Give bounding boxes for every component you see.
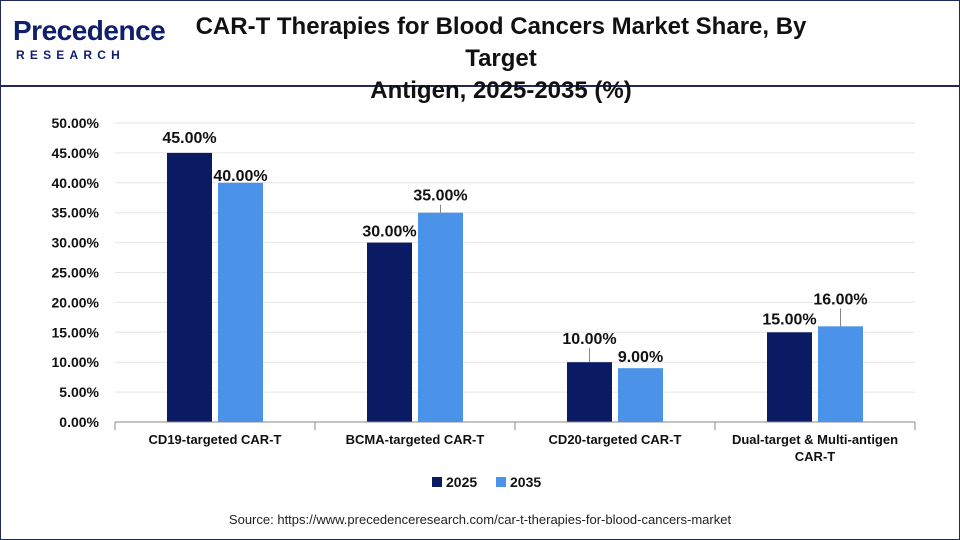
legend-label-2035: 2035: [510, 474, 541, 490]
x-axis: CD19-targeted CAR-T BCMA-targeted CAR-T CD…: [114, 421, 916, 464]
bars: [167, 152, 863, 422]
header: Precedence RESEARCH CAR-T Therapies for …: [1, 1, 959, 104]
chart-title: CAR-T Therapies for Blood Cancers Market…: [181, 11, 821, 107]
legend-label-2025: 2025: [446, 474, 477, 490]
bar-2035: [218, 182, 263, 422]
x-tick-label: CD20-targeted CAR-T: [549, 432, 682, 447]
data-label: 40.00%: [213, 168, 267, 185]
legend-swatch-2035: [496, 477, 506, 487]
data-label: 35.00%: [413, 188, 467, 205]
bar-2035: [618, 368, 663, 422]
bar-2025: [567, 362, 612, 422]
data-labels: 45.00% 30.00% 10.00% 15.00% 40.00% 35.00% 9.00…: [162, 130, 867, 366]
chart-title-line-2: Antigen, 2025-2035 (%): [370, 77, 632, 104]
x-tick-label: Dual-target & Multi-antigen CAR-T: [732, 432, 898, 464]
precedence-research-logo: Precedence RESEARCH: [13, 15, 166, 65]
bar-2025: [367, 242, 412, 422]
y-tick-label: 0.00%: [59, 414, 99, 430]
x-tick-label: BCMA-targeted CAR-T: [346, 432, 485, 447]
bar-2035: [818, 326, 863, 422]
y-tick-label: 45.00%: [52, 145, 100, 161]
legend: 2025 2035: [432, 474, 541, 490]
data-label: 15.00%: [762, 311, 816, 328]
y-tick-label: 10.00%: [52, 354, 100, 370]
y-axis: 0.00% 5.00% 10.00% 15.00% 20.00% 25.00% 30.00%…: [52, 115, 100, 430]
chart-title-line-1: CAR-T Therapies for Blood Cancers Market…: [195, 13, 807, 72]
logo-subtitle: RESEARCH: [16, 48, 125, 62]
data-label: 16.00%: [813, 291, 867, 308]
x-tick-label: CD19-targeted CAR-T: [149, 432, 282, 447]
bar-2025: [167, 152, 212, 422]
y-tick-label: 15.00%: [52, 324, 100, 340]
legend-swatch-2025: [432, 477, 442, 487]
bar-chart: 0.00% 5.00% 10.00% 15.00% 20.00% 25.00% 30.00%…: [52, 115, 916, 490]
y-tick-label: 40.00%: [52, 175, 100, 191]
y-tick-label: 5.00%: [59, 384, 99, 400]
bar-2025: [767, 332, 812, 422]
source-note: Source: https://www.precedenceresearch.c…: [228, 512, 732, 527]
data-label: 30.00%: [362, 224, 416, 241]
data-label: 10.00%: [562, 331, 616, 348]
y-tick-label: 30.00%: [52, 235, 100, 251]
y-tick-label: 25.00%: [52, 265, 100, 281]
data-label: 9.00%: [618, 349, 663, 366]
y-tick-label: 50.00%: [52, 115, 100, 131]
logo-word: Precedence: [13, 15, 166, 46]
y-tick-label: 20.00%: [52, 294, 100, 310]
data-label: 45.00%: [162, 130, 216, 147]
bar-2035: [418, 212, 463, 422]
y-tick-label: 35.00%: [52, 205, 100, 221]
